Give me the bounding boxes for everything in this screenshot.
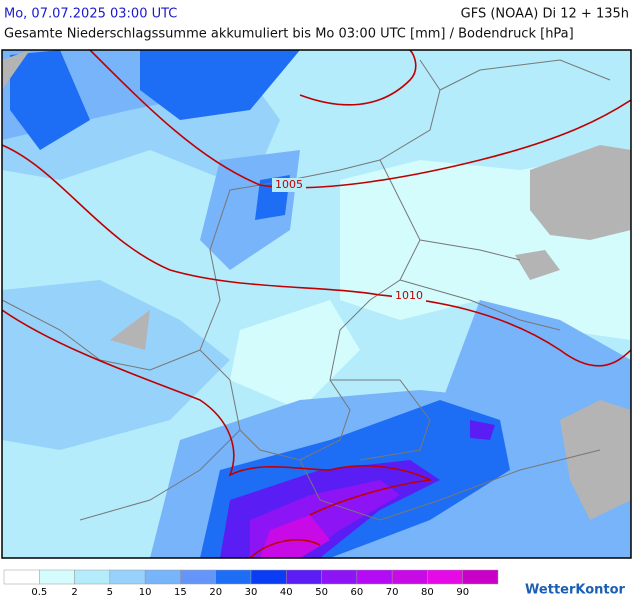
- legend-label: 40: [280, 587, 293, 598]
- legend-swatch: [3, 569, 40, 585]
- legend-swatch: [39, 569, 75, 585]
- legend-swatch: [74, 569, 111, 585]
- legend-label: 15: [174, 587, 187, 598]
- subtitle: Gesamte Niederschlagssumme akkumuliert b…: [4, 27, 574, 42]
- legend-label: 10: [139, 587, 152, 598]
- isobar-label: 1010: [395, 289, 423, 302]
- legend-swatch: [356, 569, 393, 585]
- legend-swatch: [180, 569, 216, 585]
- legend-label: 80: [421, 587, 434, 598]
- legend-label: 0.5: [31, 587, 47, 598]
- model-run: GFS (NOAA) Di 12 + 135h: [461, 7, 629, 22]
- legend-label: 50: [315, 587, 328, 598]
- legend-label: 70: [386, 587, 399, 598]
- isobar-label: 1005: [275, 178, 303, 191]
- legend-label: 2: [71, 587, 77, 598]
- legend-label: 5: [107, 587, 113, 598]
- legend-label: 30: [245, 587, 258, 598]
- legend-swatch: [462, 569, 499, 585]
- legend-label: 60: [350, 587, 363, 598]
- legend-swatch: [427, 569, 463, 585]
- isobar-label-bg: [392, 289, 426, 303]
- legend-swatch: [215, 569, 252, 585]
- valid-time: Mo, 07.07.2025 03:00 UTC: [4, 7, 177, 22]
- legend-swatch: [391, 569, 428, 585]
- legend-swatch: [250, 569, 287, 585]
- legend-swatch: [286, 569, 322, 585]
- legend-label: 20: [209, 587, 222, 598]
- legend-swatch: [109, 569, 146, 585]
- legend-label: 90: [456, 587, 469, 598]
- map: 1005 1010: [1, 49, 632, 559]
- logo: WetterKontor: [525, 583, 626, 598]
- legend-swatch: [144, 569, 181, 585]
- isobar-label-bg: [272, 178, 306, 192]
- legend-swatch: [321, 569, 358, 585]
- legend: 0.5 2 5 10 15 20 30 40 50 60 70 80 90: [3, 569, 499, 598]
